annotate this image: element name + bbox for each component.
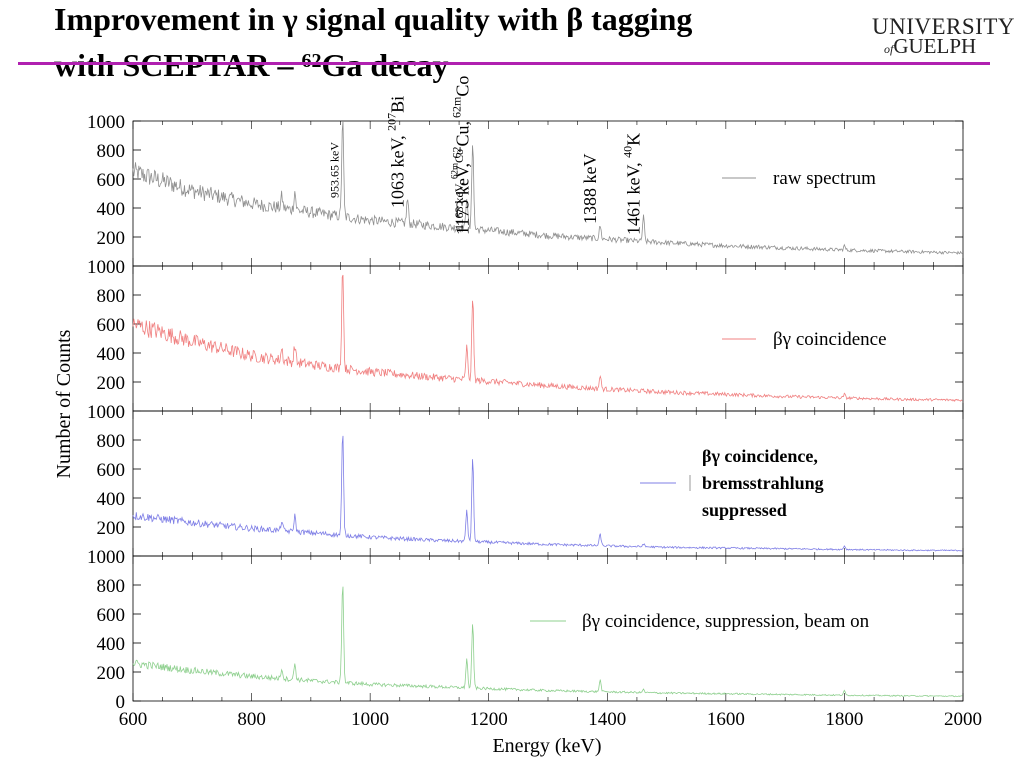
legend-label: suppressed bbox=[702, 500, 787, 520]
panel-1: 200 400 600 800 1000 raw spectrum bbox=[87, 112, 964, 267]
x-tick-label: 1800 bbox=[825, 709, 863, 730]
isotope-mass: 62 bbox=[450, 147, 464, 159]
y-tick-label: 600 bbox=[97, 315, 126, 336]
legend-label: βγ coincidence, bbox=[702, 446, 818, 466]
peak-energy: 1173 keV, bbox=[453, 159, 473, 236]
title-mass-number: 62 bbox=[301, 50, 322, 72]
isotope-symbol: Cu, bbox=[453, 121, 473, 147]
y-tick-label: 800 bbox=[97, 141, 126, 162]
peak-energy: 1163 keV, bbox=[452, 179, 466, 230]
peak-energy: 953.65 keV bbox=[328, 142, 342, 198]
x-tick-label: 600 bbox=[119, 709, 148, 730]
x-tick-label: 1600 bbox=[707, 709, 745, 730]
logo-guelph-text: ofGUELPH bbox=[884, 34, 976, 59]
y-tick-label: 800 bbox=[97, 576, 126, 597]
y-tick-label: 1000 bbox=[87, 547, 125, 568]
y-tick-label: 600 bbox=[97, 605, 126, 626]
isotope-symbol: Bi bbox=[387, 96, 407, 113]
peak-label: 1388 keV bbox=[580, 154, 600, 225]
panel-frame bbox=[132, 120, 964, 267]
isotope-symbol: Co bbox=[453, 76, 473, 97]
isotope-mass: 62m bbox=[450, 96, 464, 121]
y-tick-label: 400 bbox=[97, 344, 126, 365]
spectrum-trace bbox=[132, 274, 963, 403]
x-tick-label: 2000 bbox=[944, 709, 982, 730]
x-axis: 600 800 1000 1200 1400 1600 1800 2000 bbox=[119, 709, 982, 730]
y-tick-label: 200 bbox=[97, 228, 126, 249]
title-line-2-prefix: with SCEPTAR – bbox=[54, 47, 302, 83]
x-tick-label: 1000 bbox=[351, 709, 389, 730]
y-tick-label: 1000 bbox=[87, 257, 125, 278]
spectrum-trace bbox=[132, 586, 963, 698]
y-tick-label: 400 bbox=[97, 199, 126, 220]
y-tick-label: 800 bbox=[97, 431, 126, 452]
spectrum-trace bbox=[132, 435, 963, 552]
x-tick-label: 1200 bbox=[470, 709, 508, 730]
peak-energy: 1461 keV, bbox=[623, 158, 643, 235]
panel-3: 200 400 600 800 1000 βγ coincidence, bremsstra… bbox=[87, 402, 964, 557]
title-line-1: Improvement in γ signal quality with β t… bbox=[54, 1, 693, 37]
legend-label: raw spectrum bbox=[773, 168, 876, 189]
y-tick-label: 600 bbox=[97, 460, 126, 481]
isotope-symbol: K bbox=[623, 133, 643, 146]
title-rule bbox=[18, 62, 990, 65]
peak-label: 1063 keV, 207Bi bbox=[384, 96, 407, 208]
spectrum-trace bbox=[132, 120, 963, 255]
y-axis-label: Number of Counts bbox=[53, 329, 75, 478]
y-tick-label: 1000 bbox=[87, 402, 125, 423]
university-logo: UNIVERSITY ofGUELPH bbox=[872, 14, 1015, 59]
isotope-symbol: Co bbox=[452, 149, 466, 163]
y-tick-label: 800 bbox=[97, 286, 126, 307]
isotope-mass: 40 bbox=[620, 146, 634, 158]
y-tick-label: 600 bbox=[97, 170, 126, 191]
peak-energy: 1063 keV, bbox=[387, 131, 407, 208]
title-line-2: with SCEPTAR – 62Ga decay bbox=[54, 48, 449, 82]
y-tick-label: 400 bbox=[97, 634, 126, 655]
x-tick-label: 1400 bbox=[588, 709, 626, 730]
logo-of-text: of bbox=[884, 42, 894, 56]
y-tick-label: 400 bbox=[97, 489, 126, 510]
x-axis-label: Energy (keV) bbox=[492, 735, 601, 757]
legend-label: bremsstrahlung bbox=[702, 473, 824, 493]
panel-2: 200 400 600 800 1000 βγ coincidence bbox=[87, 257, 964, 412]
legend-label: βγ coincidence bbox=[773, 329, 887, 350]
panel-4: 0 200 400 600 800 1000 βγ coincidence, suppres… bbox=[87, 547, 964, 713]
peak-label: 1461 keV, 40K bbox=[620, 133, 643, 235]
y-tick-label: 0 bbox=[116, 692, 126, 713]
peak-label: 953.65 keV bbox=[328, 142, 342, 198]
y-tick-label: 200 bbox=[97, 373, 126, 394]
legend-label: βγ coincidence, suppression, beam on bbox=[582, 611, 870, 632]
x-tick-label: 800 bbox=[237, 709, 266, 730]
peak-label: 1163 keV, 62mCo bbox=[449, 149, 465, 230]
logo-guelph-word: GUELPH bbox=[893, 34, 977, 58]
panel-frame bbox=[132, 410, 964, 557]
logo-university-text: UNIVERSITY bbox=[872, 14, 1015, 39]
isotope-mass: 62m bbox=[449, 163, 459, 179]
peak-label: 1173 keV, 62Cu, 62mCo bbox=[450, 76, 473, 235]
isotope-mass: 207 bbox=[384, 113, 398, 131]
title-line-2-suffix: Ga decay bbox=[321, 47, 449, 83]
peak-energy: 1388 keV bbox=[580, 154, 600, 225]
y-tick-label: 200 bbox=[97, 663, 126, 684]
y-tick-label: 1000 bbox=[87, 112, 125, 133]
y-tick-label: 200 bbox=[97, 518, 126, 539]
